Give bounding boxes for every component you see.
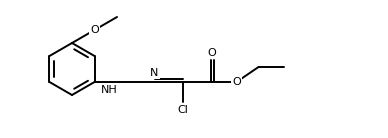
Text: O: O [232,77,241,87]
Text: N: N [150,68,159,78]
Text: NH: NH [101,85,118,95]
Text: Cl: Cl [177,105,188,115]
Text: O: O [208,48,217,58]
Text: O: O [90,25,99,35]
